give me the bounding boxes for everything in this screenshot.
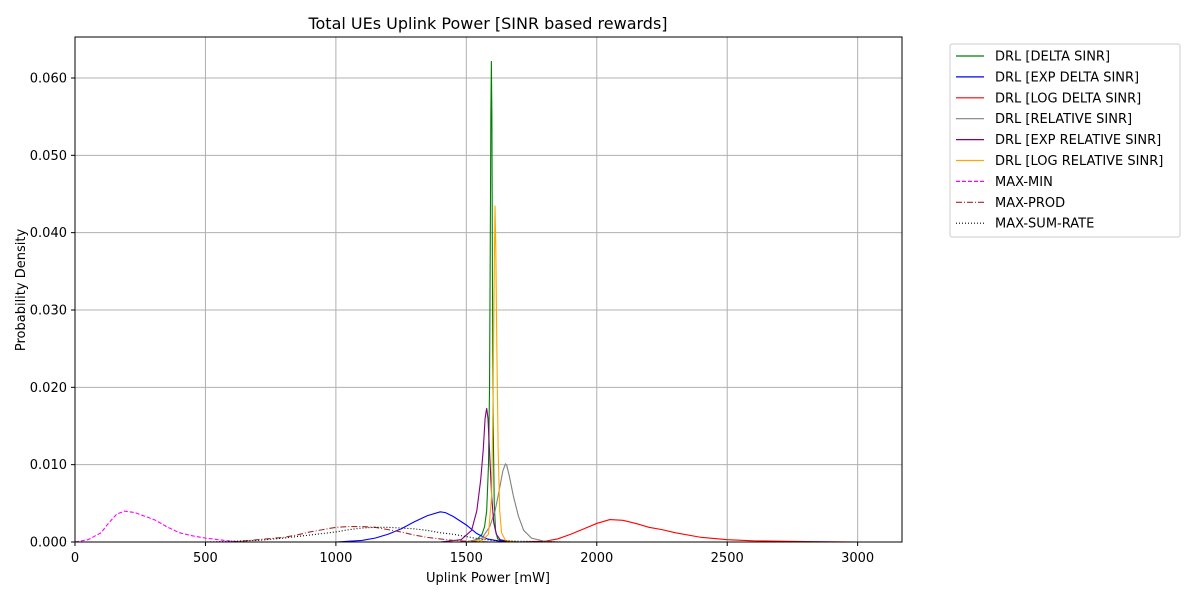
legend-label-7: MAX-PROD [995, 196, 1065, 211]
plot-series [74, 60, 858, 543]
legend: DRL [DELTA SINR] DRL [EXP DELTA SINR] DRL … [949, 43, 1181, 238]
legend-label-6: MAX-MIN [995, 175, 1053, 190]
legend-label-2: DRL [LOG DELTA SINR] [995, 91, 1141, 106]
series-line-8 [153, 526, 657, 543]
legend-label-8: MAX-SUM-RATE [995, 217, 1094, 232]
x-tick-label: 2000 [580, 551, 613, 566]
x-axis-label: Uplink Power [mW] [426, 571, 550, 586]
legend-label-5: DRL [LOG RELATIVE SINR] [995, 154, 1163, 169]
y-axis-label: Probability Density [14, 229, 29, 352]
x-tick-label: 2500 [711, 551, 744, 566]
x-tick-label: 1500 [450, 551, 483, 566]
y-tick-label: 0.030 [30, 303, 67, 318]
y-tick-label: 0.020 [30, 381, 67, 396]
x-axis-ticks: 0 500 1000 1500 2000 2500 3000 [71, 542, 874, 566]
series-line-6 [74, 510, 245, 543]
legend-label-3: DRL [RELATIVE SINR] [995, 112, 1132, 127]
y-tick-label: 0.060 [30, 71, 67, 86]
y-tick-label: 0.040 [30, 226, 67, 241]
chart-title: Total UEs Uplink Power [SINR based rewar… [307, 14, 667, 33]
x-tick-label: 500 [193, 551, 218, 566]
plot-frame [74, 36, 903, 543]
series-line-2 [518, 519, 858, 543]
series-line-3 [466, 462, 558, 543]
x-tick-label: 3000 [841, 551, 874, 566]
series-line-5 [466, 205, 519, 543]
legend-label-1: DRL [EXP DELTA SINR] [995, 70, 1139, 85]
y-axis-ticks: 0.000 0.010 0.020 0.030 0.040 0.050 0.060 [30, 71, 75, 551]
legend-label-0: DRL [DELTA SINR] [995, 50, 1110, 65]
legend-label-4: DRL [EXP RELATIVE SINR] [995, 133, 1161, 148]
x-tick-label: 1000 [319, 551, 352, 566]
y-tick-label: 0.000 [30, 536, 67, 551]
y-tick-label: 0.010 [30, 458, 67, 473]
legend-box [949, 43, 1181, 238]
series-line-4 [440, 408, 519, 543]
y-tick-label: 0.050 [30, 149, 67, 164]
x-tick-label: 0 [71, 551, 79, 566]
